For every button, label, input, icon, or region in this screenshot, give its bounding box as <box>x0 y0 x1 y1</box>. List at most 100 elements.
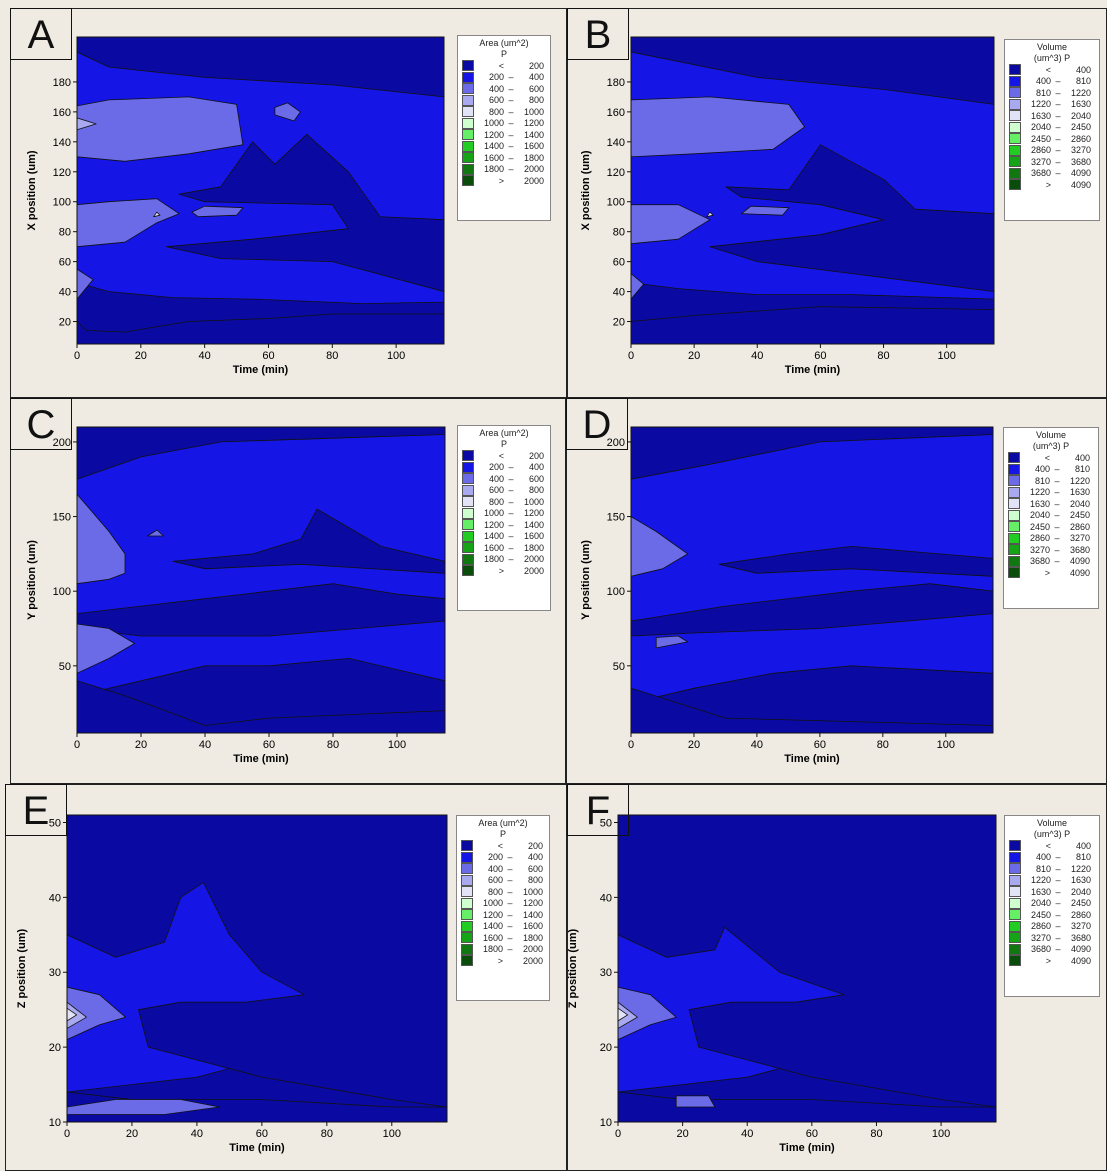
y-axis-label: Y position (um) <box>580 540 592 620</box>
legend-high: 810 <box>1075 76 1091 87</box>
legend-low: 1200 <box>483 129 504 140</box>
legend-high: 800 <box>528 485 544 496</box>
x-tick-label: 100 <box>388 739 406 751</box>
legend-high: 1220 <box>1070 87 1091 98</box>
legend-swatch <box>462 106 474 118</box>
legend-title: Volume <box>1035 430 1067 440</box>
y-tick-label: 50 <box>59 661 71 673</box>
contour-region <box>172 508 445 574</box>
legend-low: 3270 <box>1030 932 1051 943</box>
legend-high: 1220 <box>1069 475 1090 486</box>
legend-row: <400 <box>1009 64 1095 76</box>
legend-high: 4090 <box>1069 567 1090 578</box>
y-tick-label: 30 <box>49 967 61 979</box>
contour-region <box>631 306 994 344</box>
legend-dash: – <box>1055 156 1061 167</box>
y-tick-label: 50 <box>600 817 612 829</box>
y-tick-label: 200 <box>53 437 71 449</box>
legend-row: 2860–3270 <box>1009 144 1095 157</box>
legend-row: 3270–3680 <box>1008 544 1094 556</box>
x-tick-label: 40 <box>751 739 763 751</box>
legend-low: 400 <box>1035 76 1051 87</box>
legend-swatch <box>1009 64 1021 76</box>
contour-region <box>67 986 126 1040</box>
legend-dash: – <box>508 462 514 473</box>
legend-swatch <box>462 507 474 519</box>
legend-row: 1600–1800 <box>462 542 546 554</box>
legend-high: 400 <box>528 462 544 473</box>
legend-swatch <box>1009 179 1021 191</box>
y-tick-label: 80 <box>59 227 71 239</box>
y-tick-label: 40 <box>49 892 61 904</box>
legend-high: 600 <box>528 83 544 94</box>
legend-low: 200 <box>487 852 503 863</box>
legend-row: 1630–2040 <box>1009 886 1095 898</box>
contour-region <box>618 1007 629 1022</box>
legend-low: 810 <box>1035 87 1051 98</box>
legend-swatch <box>1008 452 1020 464</box>
legend-swatch <box>1008 555 1020 567</box>
legend-row: 600– 800 <box>461 874 545 887</box>
legend-low: 600 <box>488 485 504 496</box>
legend-dash: – <box>507 875 513 886</box>
legend-swatch <box>462 94 474 106</box>
y-tick-label: 10 <box>49 1117 61 1129</box>
legend-row: 600– 800 <box>462 94 546 107</box>
legend-high: 1000 <box>522 886 543 897</box>
y-tick-label: 30 <box>600 967 612 979</box>
legend-low: 1630 <box>1030 110 1051 121</box>
panel-d: 0 20 40 60 80 100 50 100 150 200 Time (min) Y posit… <box>566 398 1107 784</box>
x-axis-label: Time (min) <box>229 1142 285 1154</box>
legend-swatch <box>462 542 474 554</box>
legend-low: < <box>497 840 503 851</box>
legend-low: 200 <box>488 72 504 83</box>
panel-label: A <box>10 8 72 60</box>
legend-low: > <box>498 175 504 186</box>
legend-dash: – <box>1054 521 1060 532</box>
contour-region <box>153 211 161 218</box>
legend-row: 1220–1630 <box>1009 874 1095 887</box>
legend-row: 1600–1800 <box>462 152 546 164</box>
legend-row: >2000 <box>461 955 545 967</box>
contour-region <box>631 687 993 733</box>
legend-swatch <box>1009 909 1021 921</box>
x-tick-label: 60 <box>814 350 826 362</box>
legend-row: 400– 600 <box>462 473 546 485</box>
legend-swatch <box>462 140 474 152</box>
legend-swatch <box>1009 133 1021 145</box>
legend-swatch <box>461 851 473 863</box>
legend-high: 1800 <box>523 152 544 163</box>
legend-row: 400– 810 <box>1009 851 1095 864</box>
contour-region <box>631 96 805 158</box>
legend-row: >4090 <box>1009 179 1095 191</box>
legend-swatch <box>1009 121 1021 133</box>
legend-swatch <box>1008 532 1020 544</box>
y-tick-label: 200 <box>607 437 625 449</box>
contour-chart: 0 20 40 60 80 100 10 20 30 40 50 Time (min) Z positi… <box>568 814 997 1154</box>
x-tick-label: 20 <box>676 1128 688 1140</box>
legend-low: 800 <box>487 886 503 897</box>
legend-swatch <box>462 152 474 164</box>
contour-region <box>77 117 97 131</box>
legend-low: 400 <box>488 83 504 94</box>
legend-swatch <box>462 530 474 542</box>
legend-high: 2000 <box>523 554 544 565</box>
legend-row: >4090 <box>1008 567 1094 579</box>
contour-region <box>706 211 714 218</box>
legend-high: 1600 <box>523 531 544 542</box>
x-tick-label: 40 <box>191 1128 203 1140</box>
legend-low: 2040 <box>1030 898 1051 909</box>
x-tick-label: 60 <box>262 350 274 362</box>
legend-low: > <box>497 955 503 966</box>
legend-high: 2040 <box>1069 498 1090 509</box>
legend-swatch <box>1008 509 1020 521</box>
x-axis-label: Time (min) <box>779 1142 835 1154</box>
legend-swatch <box>462 163 474 175</box>
legend-high: 810 <box>1074 464 1090 475</box>
legend-swatch <box>462 450 474 462</box>
legend-dash: – <box>508 496 514 507</box>
x-tick-label: 20 <box>135 739 147 751</box>
legend-high: 2450 <box>1070 122 1091 133</box>
y-tick-label: 40 <box>613 287 625 299</box>
legend-swatch <box>1009 897 1021 909</box>
